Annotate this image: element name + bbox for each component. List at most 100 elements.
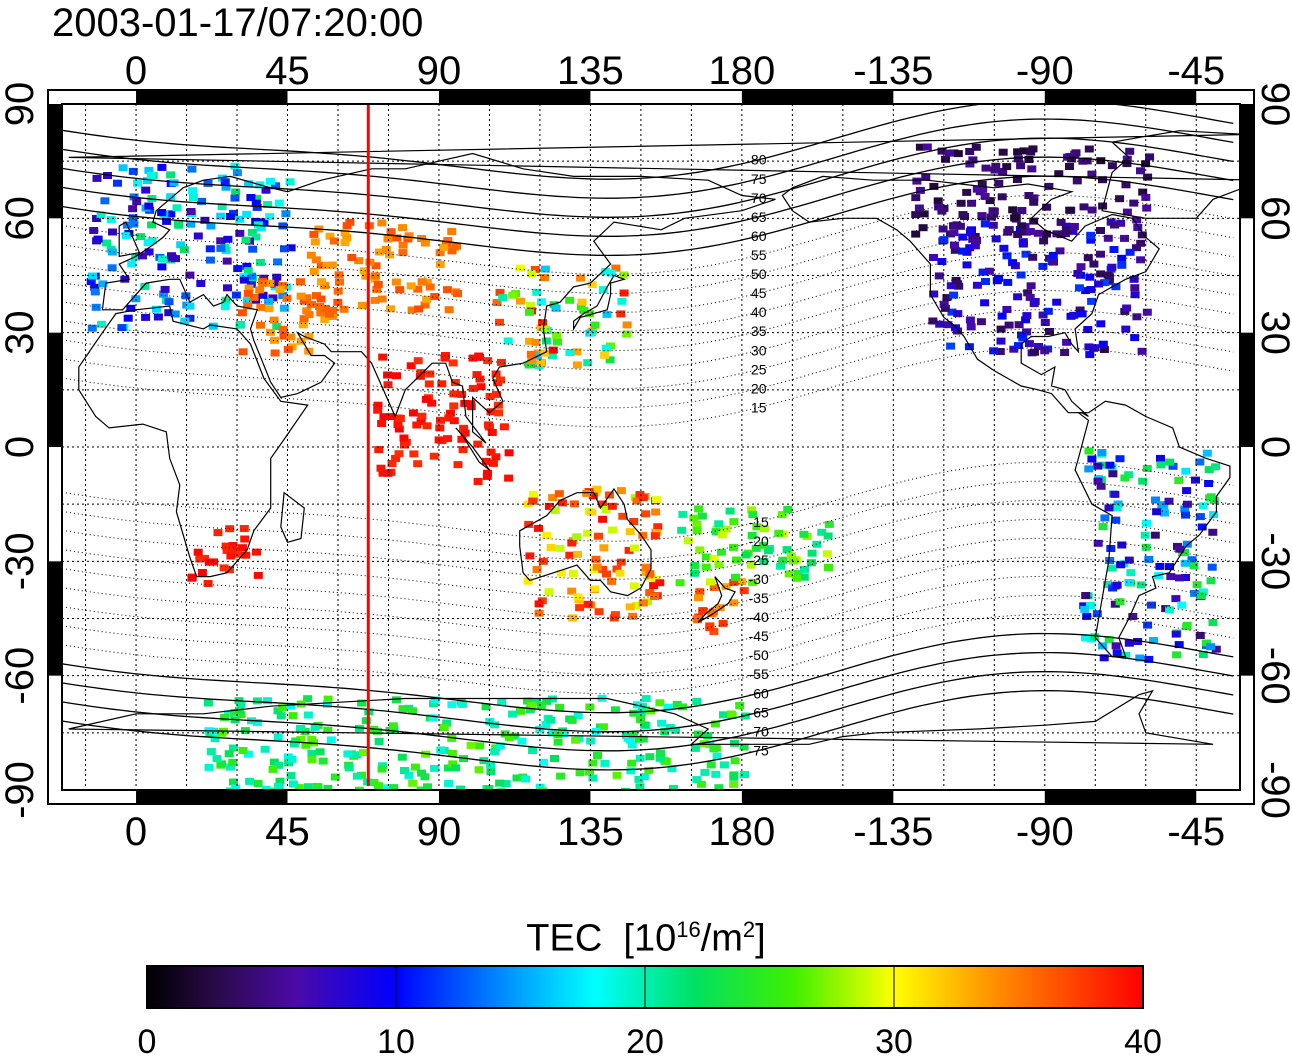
tec-pixel — [732, 556, 742, 564]
tec-pixel — [344, 764, 354, 772]
tec-pixel — [131, 295, 141, 303]
lat-tick-label-left: -60 — [0, 647, 42, 705]
lon-tick-label-top: -135 — [853, 49, 933, 93]
tec-pixel — [661, 757, 671, 765]
tec-pixel — [361, 717, 371, 725]
tec-pixel — [709, 628, 719, 635]
tec-pixel — [481, 703, 491, 711]
tec-pixel — [261, 785, 271, 790]
tec-pixel — [180, 317, 190, 325]
tec-pixel — [937, 258, 947, 265]
magnetic-latitude-label: -20 — [749, 533, 769, 549]
magnetic-latitude-contour — [62, 518, 1234, 599]
magnetic-latitude-contour — [62, 137, 1234, 218]
tec-pixel — [445, 409, 455, 417]
tec-pixel — [599, 544, 609, 552]
magnetic-latitude-label: -40 — [749, 609, 769, 625]
tec-pixel — [1196, 592, 1206, 600]
tec-pixel — [1009, 345, 1019, 353]
tec-pixel — [473, 440, 483, 448]
tec-pixel — [616, 558, 626, 566]
tec-pixel — [958, 247, 968, 255]
magnetic-latitude-label: 70 — [751, 190, 767, 206]
tec-pixel — [1062, 226, 1072, 234]
tec-pixel — [1096, 270, 1106, 278]
magnetic-latitude-contour — [62, 104, 1234, 180]
tec-pixel — [244, 180, 254, 188]
tec-pixel — [370, 296, 380, 304]
lon-tick-label-bottom: 45 — [265, 810, 310, 854]
tec-pixel — [1136, 239, 1146, 247]
tec-pixel — [694, 594, 703, 602]
tec-pixel — [232, 169, 242, 177]
tec-pixel — [1164, 497, 1174, 505]
tec-pixel — [326, 736, 336, 744]
frame-bar — [48, 561, 62, 676]
tec-pixel — [278, 325, 288, 333]
tec-pixel — [1104, 635, 1114, 643]
tec-pixel — [221, 542, 231, 550]
tec-pixel — [911, 211, 921, 219]
tec-pixel — [1133, 224, 1143, 231]
tec-pixel — [978, 268, 988, 276]
tec-pixel — [265, 328, 275, 336]
tec-pixel — [709, 584, 719, 591]
tec-pixel — [241, 551, 251, 559]
tec-pixel — [278, 704, 288, 712]
tec-pixel — [288, 780, 298, 788]
tec-pixel — [1191, 476, 1200, 484]
tec-pixel — [1087, 297, 1097, 305]
tec-pixel — [1117, 261, 1127, 269]
tec-pixel — [915, 143, 925, 151]
tec-pixel — [414, 305, 424, 313]
tec-pixel — [693, 730, 703, 738]
tec-pixel — [157, 209, 167, 216]
tec-pixel — [193, 232, 203, 240]
tec-pixel — [565, 296, 575, 304]
tec-pixel — [279, 304, 289, 312]
tec-pixel — [1160, 509, 1169, 517]
tec-pixel — [247, 272, 257, 280]
tec-pixel — [751, 544, 761, 552]
tec-pixel — [144, 202, 154, 210]
tec-pixel — [398, 705, 408, 713]
tec-pixel — [205, 256, 215, 264]
tec-pixel — [911, 194, 921, 202]
tec-pixel — [1071, 149, 1081, 157]
tec-pixel — [185, 271, 195, 279]
tec-pixel — [377, 420, 387, 427]
tec-pixel — [398, 241, 408, 249]
tec-pixel — [1142, 519, 1151, 527]
tec-pixel — [397, 753, 407, 761]
tec-pixel — [516, 297, 525, 305]
tec-pixel — [457, 390, 467, 398]
tec-pixel — [220, 178, 230, 186]
tec-pixel — [231, 291, 241, 299]
tec-pixel — [943, 321, 953, 329]
tec-pixel — [352, 751, 362, 759]
magnetic-latitude-label: -50 — [749, 647, 769, 663]
tec-pixel — [573, 593, 583, 601]
tec-pixel — [735, 702, 745, 709]
tec-pixel — [534, 524, 543, 532]
tec-pixel — [747, 506, 757, 514]
coastline — [1074, 400, 1231, 658]
tec-pixel — [1211, 463, 1220, 471]
tec-pixel — [210, 735, 220, 743]
tec-pixel — [492, 390, 501, 398]
tec-pixel — [226, 552, 236, 560]
tec-pixel — [495, 779, 505, 787]
tec-pixel — [1156, 454, 1165, 462]
tec-pixel — [354, 724, 364, 732]
tec-pixel — [416, 786, 426, 790]
tec-pixel — [1141, 193, 1151, 201]
grid-layer — [62, 104, 1240, 790]
tec-pixel — [729, 518, 739, 526]
tec-pixel — [1142, 465, 1152, 472]
tec-pixel — [387, 460, 397, 467]
magnetic-latitude-contour — [62, 175, 1234, 257]
tec-pixel — [725, 507, 735, 515]
tec-pixel — [286, 702, 296, 710]
tec-pixel — [992, 277, 1002, 285]
colorbar-unit-suffix: ] — [755, 917, 766, 960]
